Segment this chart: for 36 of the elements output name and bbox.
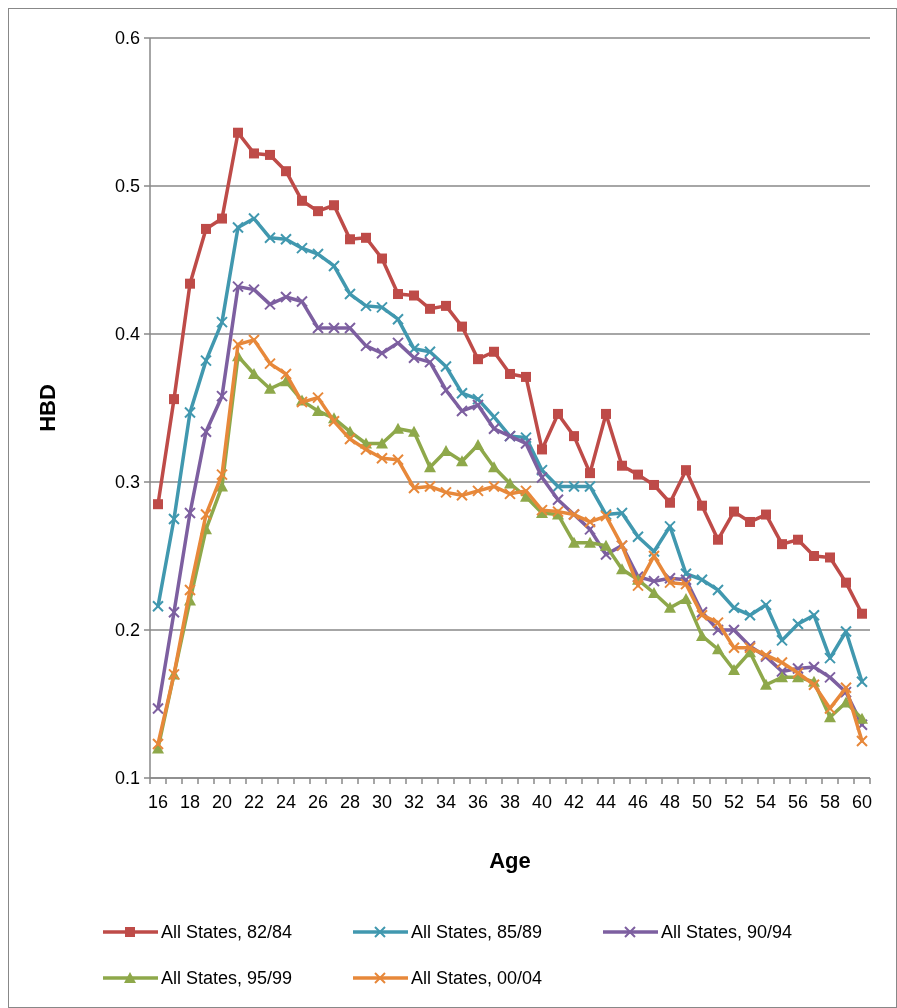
x-tick-label: 34 [435, 792, 457, 812]
x-tick-label: 52 [723, 792, 745, 812]
x-tick-label: 28 [339, 792, 361, 812]
x-tick-label: 20 [211, 792, 233, 812]
x-tick-label: 60 [851, 792, 873, 812]
legend-label: All States, 95/99 [161, 968, 293, 989]
x-tick-label: 46 [627, 792, 649, 812]
legend-label: All States, 82/84 [161, 922, 293, 943]
x-tick-label: 56 [787, 792, 809, 812]
x-tick-label: 24 [275, 792, 297, 812]
x-axis-title: Age [489, 848, 531, 873]
y-tick-label: 0.5 [114, 176, 140, 197]
x-tick-label: 22 [243, 792, 265, 812]
x-tick-label: 36 [467, 792, 489, 812]
y-tick-label: 0.4 [114, 324, 140, 345]
x-tick-label: 50 [691, 792, 713, 812]
x-tick-label: 40 [531, 792, 553, 812]
legend-label: All States, 00/04 [411, 968, 543, 989]
x-tick-label: 44 [595, 792, 617, 812]
x-tick-label: 30 [371, 792, 393, 812]
x-tick-label: 42 [563, 792, 585, 812]
x-tick-label: 58 [819, 792, 841, 812]
x-tick-label: 54 [755, 792, 777, 812]
y-axis-title: HBD [35, 384, 60, 432]
y-tick-label: 0.2 [114, 620, 140, 641]
y-tick-label: 0.1 [114, 768, 140, 789]
legend-label: All States, 85/89 [411, 922, 543, 943]
legend-label: All States, 90/94 [661, 922, 793, 943]
x-tick-label: 48 [659, 792, 681, 812]
x-tick-label: 16 [147, 792, 169, 812]
x-tick-label: 26 [307, 792, 329, 812]
x-tick-label: 32 [403, 792, 425, 812]
x-tick-label: 38 [499, 792, 521, 812]
x-tick-label: 18 [179, 792, 201, 812]
y-tick-label: 0.3 [114, 472, 140, 493]
y-tick-label: 0.6 [114, 28, 140, 49]
